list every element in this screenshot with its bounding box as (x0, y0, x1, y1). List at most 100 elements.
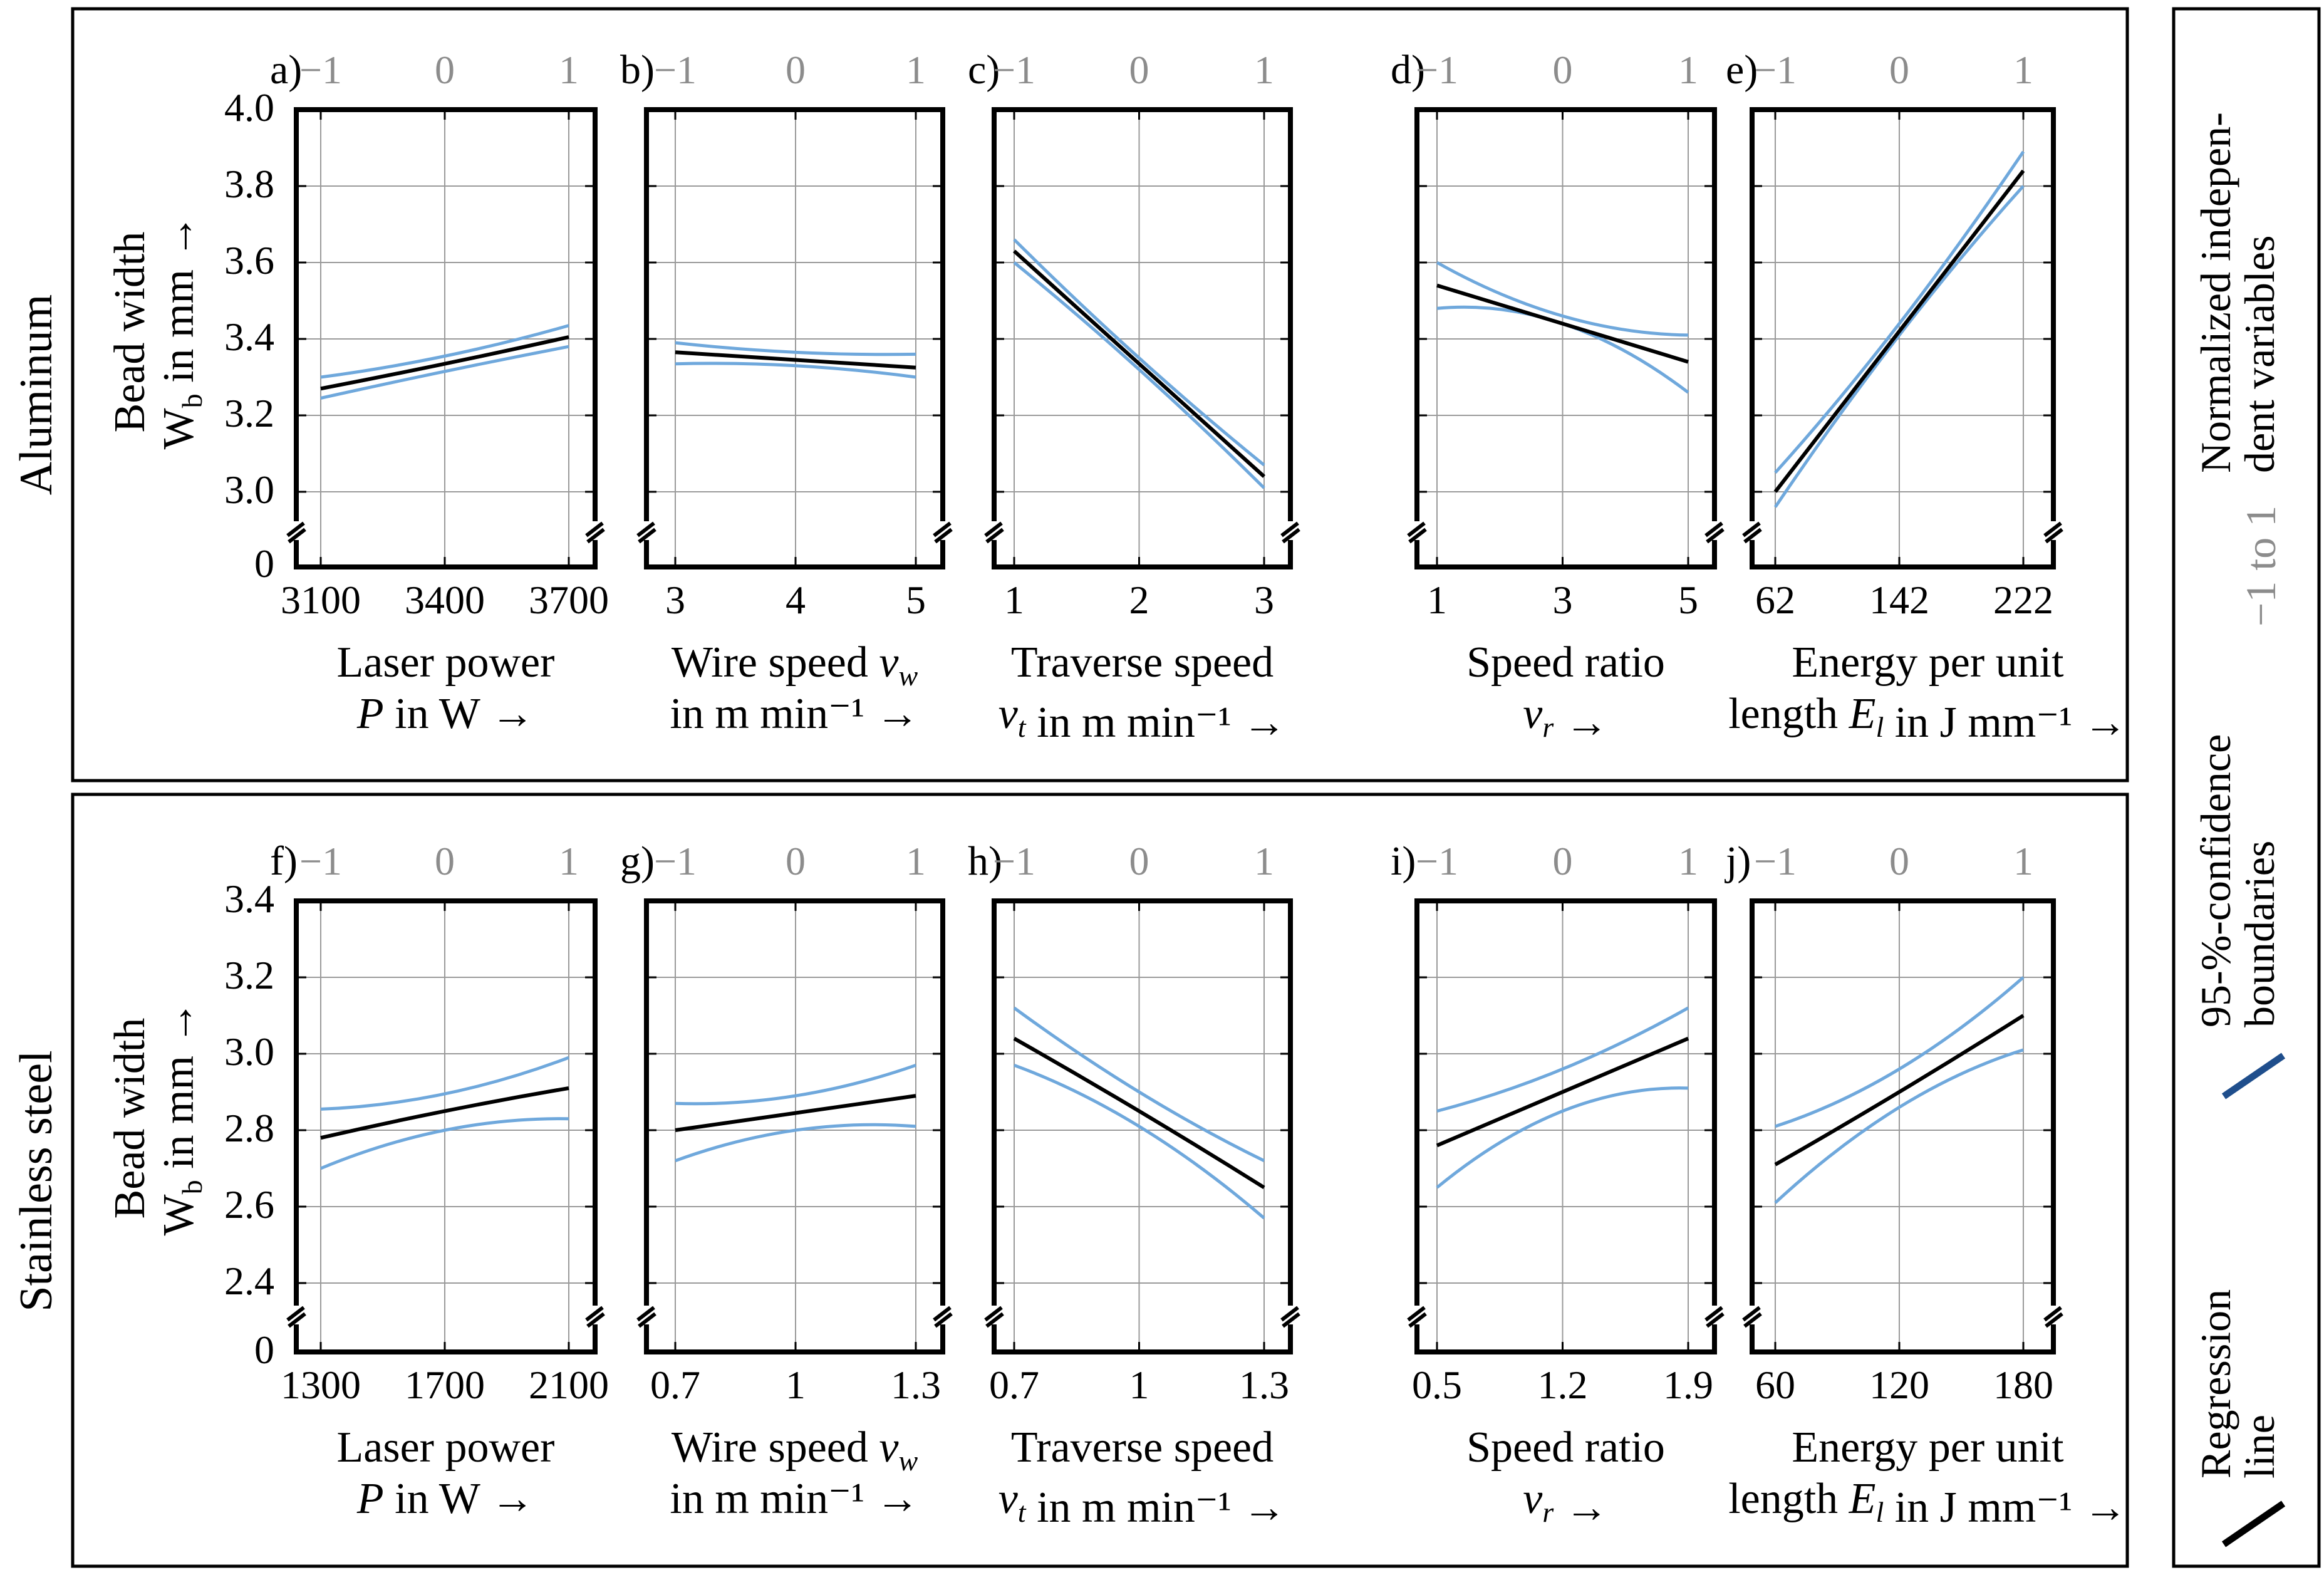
x-axis-label-line1: Laser power (337, 1423, 555, 1472)
axis-break-mark (638, 1312, 656, 1328)
regression-line (1436, 1036, 1689, 1148)
confidence-upper-line (1775, 976, 2025, 1128)
x-tick-label: 1700 (405, 1363, 485, 1407)
normalized-tick-label: 1 (1678, 839, 1698, 883)
axis-break-mark (286, 1306, 305, 1322)
panel-label: b) (620, 47, 655, 93)
x-tick-label: 2 (1129, 578, 1149, 622)
plot-frame (1750, 107, 2056, 569)
legend-regression-line1: Regression (2192, 1289, 2239, 1479)
normalized-tick-label: 1 (1254, 839, 1274, 883)
x-axis-label-line1: Traverse speed (1011, 638, 1274, 687)
regression-line (1013, 1036, 1265, 1190)
axis-break-mark (2045, 528, 2063, 544)
confidence-upper-line (320, 324, 569, 379)
normalized-tick-label: −1 (1754, 839, 1797, 883)
normalized-tick-label: 1 (1254, 48, 1274, 92)
x-tick-label: 1 (1129, 1363, 1149, 1407)
normalized-tick-label: 0 (786, 839, 806, 883)
x-tick-label: 1.3 (891, 1363, 941, 1407)
axis-break-mark (1743, 528, 1762, 544)
y-tick-label: 3.0 (224, 467, 274, 512)
y-tick-label: 3.0 (224, 1029, 274, 1074)
axis-break-mark (586, 1312, 605, 1328)
x-tick-label: 5 (1678, 578, 1698, 622)
normalized-tick-label: 0 (1129, 839, 1149, 883)
axis-break-mark (1706, 1312, 1725, 1328)
panel-label: a) (270, 47, 302, 93)
confidence-upper-line (675, 1063, 916, 1106)
confidence-lower-line (1773, 185, 2025, 508)
axis-break-mark (1282, 1312, 1300, 1328)
x-tick-label: 4 (786, 578, 806, 622)
normalized-tick-label: 1 (1678, 48, 1698, 92)
axis-break-mark (1280, 1306, 1299, 1322)
x-tick-label: 3400 (405, 578, 485, 622)
y-axis-label-line2: Wb in mm → (155, 215, 208, 450)
y-axis-label-aluminum: Bead width Wb in mm → (106, 215, 208, 450)
axis-break-mark (1704, 1306, 1723, 1322)
confidence-upper-line (1436, 1006, 1689, 1113)
axis-break-mark (984, 521, 1003, 538)
x-tick-label: 1 (1427, 578, 1447, 622)
panel-label: d) (1391, 47, 1425, 93)
confidence-lower-line (1436, 1086, 1689, 1189)
legend-confidence-line1: 95-%-confidence (2192, 734, 2239, 1027)
y-tick-label: 3.2 (224, 391, 274, 435)
x-tick-label: 0.5 (1412, 1363, 1462, 1407)
y-tick-label: 2.8 (224, 1106, 274, 1150)
x-tick-label: 1.3 (1239, 1363, 1289, 1407)
axis-break-mark (1280, 521, 1299, 538)
normalized-tick-label: 0 (1553, 48, 1573, 92)
y-axis-label-line1: Bead width (106, 232, 154, 433)
normalized-tick-label: 0 (1553, 839, 1573, 883)
axis-break-mark (585, 1306, 604, 1322)
axis-break-mark (638, 528, 656, 544)
legend-regression-swatch (2221, 1500, 2286, 1547)
normalized-tick-label: 1 (2013, 839, 2033, 883)
axis-break-mark (1408, 1312, 1427, 1328)
x-axis-label-line1: Energy per unit (1792, 1423, 2064, 1472)
x-axis-label-line2: length El in J mm⁻¹ → (1728, 1475, 2127, 1532)
panel-label: g) (620, 838, 655, 884)
x-tick-label: 180 (1993, 1363, 2053, 1407)
legend-confidence-swatch (2221, 1053, 2286, 1099)
normalized-tick-label: 0 (435, 839, 455, 883)
row-label-stainless: Stainless steel (11, 1050, 62, 1311)
normalized-tick-label: −1 (299, 839, 342, 883)
axis-break-mark (1743, 1312, 1762, 1328)
legend-normalized-line1: Normalized indepen- (2192, 112, 2239, 473)
plot-frame (294, 107, 598, 569)
legend-confidence-text: 95-%-confidence boundaries (2192, 734, 2283, 1027)
y-axis-label-line1: Bead width (106, 1018, 154, 1219)
x-axis-label-line2: vr → (1523, 1475, 1608, 1532)
x-tick-label: 0.7 (989, 1363, 1039, 1407)
regression-line (1012, 249, 1266, 478)
x-tick-label: 3100 (281, 578, 361, 622)
y-tick-label: 3.4 (224, 876, 274, 921)
legend-frame (2172, 7, 2321, 1568)
panel-label: c) (968, 47, 1000, 93)
normalized-tick-label: −1 (1416, 839, 1458, 883)
y-tick-label: 3.4 (224, 314, 274, 359)
regression-line (675, 1094, 916, 1132)
axis-break-mark (1706, 528, 1725, 544)
normalized-tick-label: 1 (906, 839, 926, 883)
regression-line (1773, 169, 2025, 493)
regression-line (675, 350, 916, 370)
legend-regression-line2: line (2236, 1415, 2283, 1479)
regression-line (1774, 1014, 2025, 1167)
axis-break-mark (1407, 1306, 1426, 1322)
aluminum-frame (71, 7, 2129, 782)
x-tick-label: 222 (1993, 578, 2053, 622)
normalized-tick-label: 0 (435, 48, 455, 92)
axis-break-mark (286, 521, 305, 538)
legend-normalized-line2: dent variables (2236, 235, 2283, 473)
